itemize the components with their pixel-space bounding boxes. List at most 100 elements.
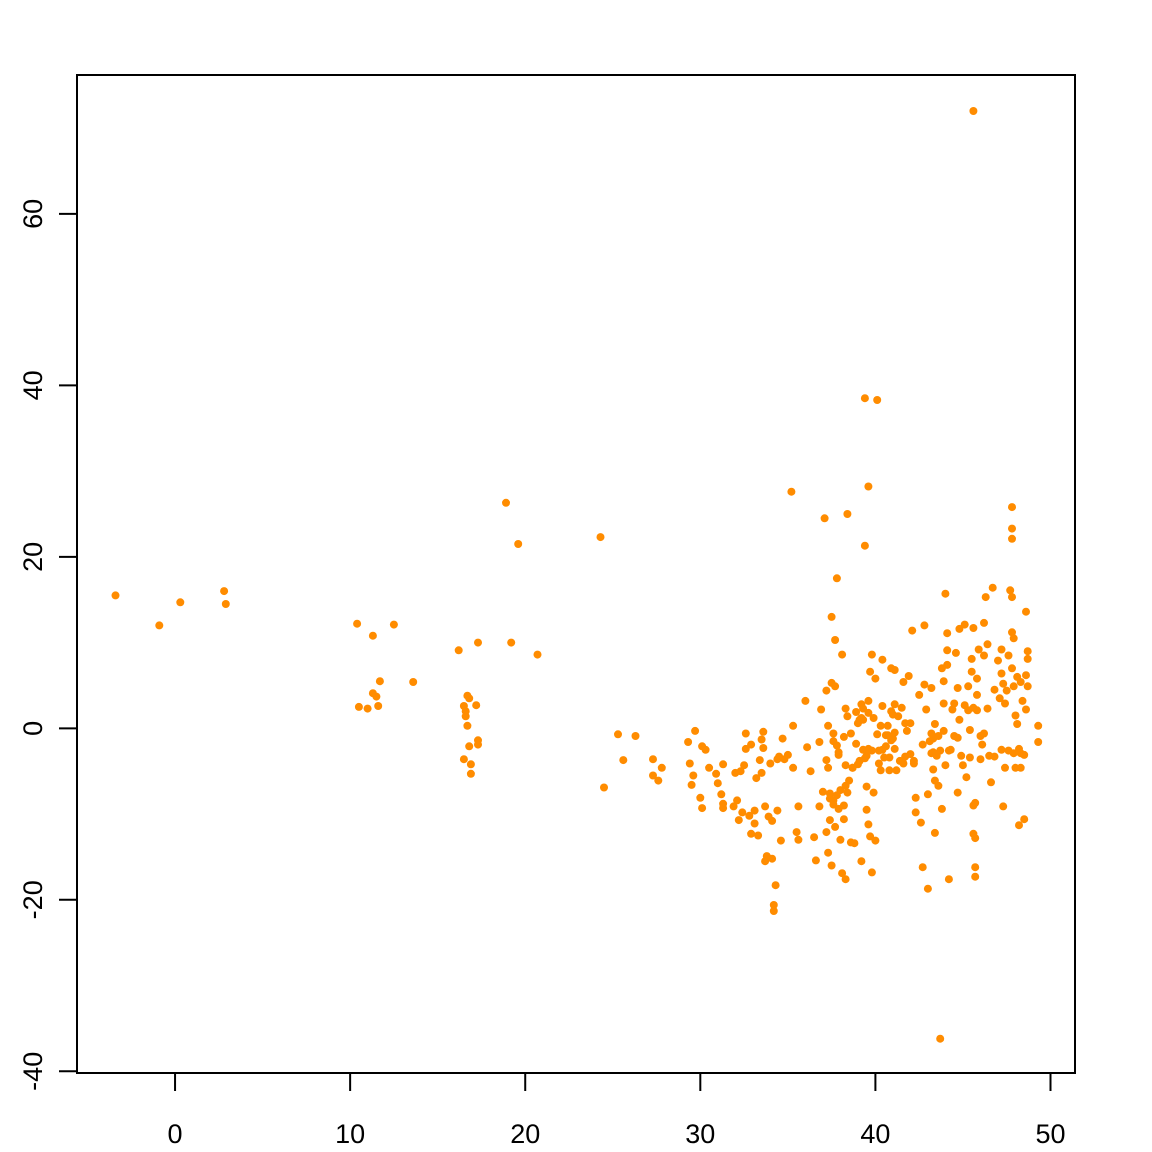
- data-point: [988, 583, 997, 592]
- data-point: [943, 646, 952, 655]
- data-point: [750, 806, 759, 815]
- data-point: [657, 763, 666, 772]
- data-point: [1015, 821, 1023, 830]
- data-point: [918, 740, 927, 749]
- data-point: [698, 804, 707, 813]
- data-point: [689, 771, 698, 780]
- y-tick-label: -20: [18, 880, 48, 919]
- x-axis: 0 10 20 30 40 50: [168, 1072, 1066, 1149]
- data-point: [1002, 686, 1011, 695]
- data-point: [967, 654, 976, 663]
- data-point: [958, 761, 967, 770]
- data-point: [838, 650, 847, 659]
- data-point: [939, 699, 948, 708]
- data-point: [927, 684, 936, 692]
- data-point: [934, 732, 943, 740]
- x-tick-label: 10: [335, 1119, 365, 1149]
- data-point: [374, 702, 383, 710]
- x-tick-label: 40: [860, 1119, 890, 1149]
- data-point: [980, 729, 988, 738]
- data-point: [838, 869, 847, 878]
- data-point: [736, 767, 745, 776]
- data-point: [890, 666, 899, 674]
- data-point: [747, 740, 756, 749]
- data-point: [878, 702, 887, 710]
- data-point: [951, 648, 960, 657]
- data-point: [997, 669, 1006, 678]
- data-point: [1004, 651, 1013, 660]
- data-point: [778, 734, 787, 743]
- data-point: [980, 618, 988, 627]
- data-point: [375, 677, 384, 686]
- data-point: [759, 744, 768, 752]
- data-point: [649, 771, 657, 780]
- data-point: [997, 645, 1006, 654]
- data-point: [839, 801, 848, 810]
- data-point: [873, 730, 882, 739]
- data-point: [860, 394, 869, 403]
- data-point: [867, 746, 876, 755]
- data-point: [869, 788, 878, 797]
- data-point: [1008, 534, 1016, 543]
- data-point: [771, 881, 780, 890]
- data-point: [1016, 678, 1025, 686]
- data-point: [1020, 750, 1029, 759]
- data-point: [827, 612, 836, 621]
- data-point: [999, 679, 1008, 688]
- data-point: [738, 808, 747, 817]
- data-point: [1022, 671, 1030, 680]
- data-point: [766, 759, 775, 768]
- data-point: [964, 682, 973, 691]
- data-point: [729, 802, 738, 811]
- data-point: [929, 765, 938, 774]
- data-point: [862, 805, 871, 814]
- data-point: [155, 621, 164, 630]
- data-point: [514, 540, 523, 548]
- data-point: [1001, 763, 1009, 772]
- data-point: [768, 816, 777, 825]
- data-point: [965, 753, 974, 762]
- data-point: [881, 742, 890, 751]
- data-point: [953, 684, 962, 692]
- data-point: [995, 694, 1004, 703]
- data-point: [867, 868, 876, 877]
- data-point: [1023, 682, 1032, 691]
- data-point: [852, 739, 861, 748]
- data-point: [923, 790, 932, 799]
- data-point: [899, 678, 908, 686]
- data-point: [1034, 721, 1043, 730]
- x-tick-label: 30: [685, 1119, 715, 1149]
- data-point: [750, 819, 759, 828]
- data-point: [974, 645, 983, 654]
- data-point: [822, 686, 831, 695]
- data-point: [596, 533, 605, 542]
- data-point: [733, 796, 742, 805]
- data-point: [892, 766, 901, 775]
- data-point: [965, 726, 974, 734]
- data-point: [957, 751, 966, 760]
- data-point: [864, 820, 873, 829]
- data-point: [946, 745, 955, 754]
- data-point: [789, 763, 798, 772]
- data-point: [1022, 705, 1030, 714]
- data-point: [969, 107, 978, 115]
- data-point: [953, 733, 962, 742]
- data-point: [353, 619, 362, 628]
- data-point: [712, 769, 721, 778]
- data-point: [897, 703, 906, 712]
- data-point: [817, 705, 826, 714]
- data-point: [909, 759, 918, 768]
- data-point: [368, 631, 377, 640]
- data-point: [971, 798, 980, 807]
- data-point: [176, 598, 185, 607]
- y-tick-label: 40: [18, 370, 48, 400]
- data-point: [967, 667, 976, 676]
- data-point: [904, 672, 913, 680]
- data-point: [862, 782, 871, 791]
- data-point: [389, 620, 398, 629]
- data-point: [973, 674, 981, 683]
- data-point: [944, 875, 953, 884]
- data-point: [685, 759, 694, 768]
- data-point: [705, 763, 714, 772]
- data-point: [533, 650, 542, 659]
